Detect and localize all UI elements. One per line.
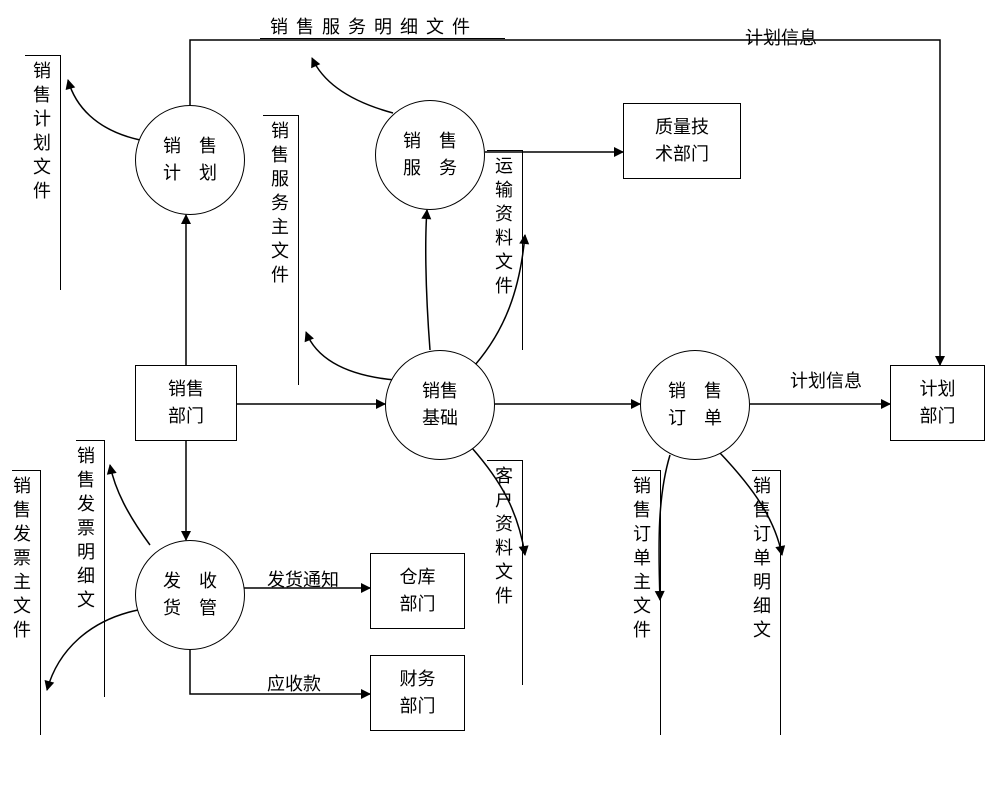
datastore-label-ds_invoice_master_file: 销售发票主文件 xyxy=(12,476,30,644)
datastore-top-ds_invoice_detail_file_l xyxy=(76,440,104,441)
edge-e_plan_top_loop xyxy=(190,40,940,365)
datastore-line-ds_transport_file xyxy=(522,150,523,350)
datastore-label-ds_sales_plan_file: 销售计划文件 xyxy=(32,61,50,205)
node-label: 销售 部门 xyxy=(168,376,204,430)
node-label: 质量技 术部门 xyxy=(655,114,709,168)
edge-label-lbl_plan_info_right: 计划信息 xyxy=(790,368,862,395)
node-n_sales_dept: 销售 部门 xyxy=(135,365,237,441)
node-n_sales_basis: 销售 基础 xyxy=(385,350,495,460)
datastore-label-ds_customer_file: 客户资料文件 xyxy=(494,466,512,610)
datastore-label-ds_invoice_detail_file_l: 销售发票明细文 xyxy=(76,446,94,614)
datastore-label-ds_order_detail_file: 销售订单明细文 xyxy=(752,476,770,644)
edge-e_ship_to_invmaster xyxy=(47,610,138,690)
node-label: 销 售 计 划 xyxy=(163,133,217,187)
node-label: 销 售 服 务 xyxy=(403,128,457,182)
datastore-line-ds_customer_file xyxy=(522,460,523,685)
datastore-line-ds_service_master_file xyxy=(298,115,299,385)
datastore-top-ds_customer_file xyxy=(487,460,522,461)
node-n_warehouse: 仓库 部门 xyxy=(370,553,465,629)
datastore-label-ds_order_master_file: 销售订单主文件 xyxy=(632,476,650,644)
node-label: 计划 部门 xyxy=(920,376,956,430)
node-n_plan_dept: 计划 部门 xyxy=(890,365,985,441)
node-label: 销售 基础 xyxy=(422,378,458,432)
datastore-line-ds_invoice_master_file xyxy=(40,470,41,735)
node-label: 仓库 部门 xyxy=(400,564,436,618)
datastore-line-ds_invoice_detail_file_l xyxy=(104,440,105,697)
datastore-label-ds_service_master_file: 销售服务主文件 xyxy=(270,121,288,289)
datastore-top-ds_transport_file xyxy=(487,150,522,151)
node-label: 销 售 订 单 xyxy=(668,378,722,432)
node-n_qa_dept: 质量技 术部门 xyxy=(623,103,741,179)
datastore-top-ds_service_master_file xyxy=(263,115,298,116)
edge-label-lbl_ship_notice: 发货通知 xyxy=(267,567,339,594)
datastore-top-ds_sales_plan_file xyxy=(25,55,60,56)
datastore-top-ds_invoice_master_file xyxy=(12,470,40,471)
datastore-top-ds_order_master_file xyxy=(632,470,660,471)
node-n_sales_service: 销 售 服 务 xyxy=(375,100,485,210)
datastore-top-ds_order_detail_file xyxy=(752,470,780,471)
datastore-line-ds_order_master_file xyxy=(660,470,661,735)
edge-e_ship_to_invdetail xyxy=(110,465,150,545)
datastore-label: 销售服务明细文件 xyxy=(270,14,478,41)
edge-e_plan_to_planfile xyxy=(68,80,140,140)
edge-e_service_to_detail xyxy=(312,58,393,113)
node-n_finance: 财务 部门 xyxy=(370,655,465,731)
datastore-line-ds_sales_plan_file xyxy=(60,55,61,290)
datastore-label-ds_transport_file: 运输资料文件 xyxy=(494,156,512,300)
edge-label-lbl_plan_info_top: 计划信息 xyxy=(745,25,817,52)
node-n_ship_receive: 发 收 货 管 xyxy=(135,540,245,650)
datastore-line-ds_order_detail_file xyxy=(780,470,781,735)
node-label: 财务 部门 xyxy=(400,666,436,720)
node-label: 发 收 货 管 xyxy=(163,568,217,622)
node-n_sales_order: 销 售 订 单 xyxy=(640,350,750,460)
node-n_sales_plan: 销 售 计 划 xyxy=(135,105,245,215)
edge-e_basis_to_servicemaster xyxy=(306,332,395,380)
edge-label-lbl_receivables: 应收款 xyxy=(267,671,321,698)
edge-e_basis_to_service_up xyxy=(426,210,430,350)
